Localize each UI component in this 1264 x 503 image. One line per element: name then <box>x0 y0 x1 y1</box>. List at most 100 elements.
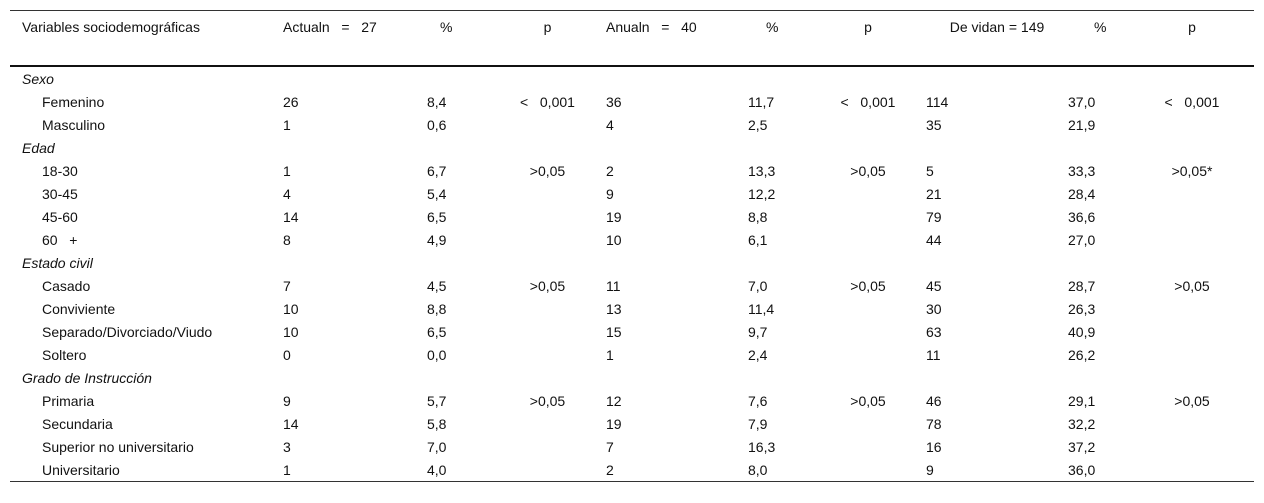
cell-devida-n: 78 <box>926 415 942 432</box>
cell-devida-p <box>1130 458 1254 482</box>
cell-actual-pct: 4,9 <box>427 231 447 248</box>
row-label: 60 + <box>42 231 78 248</box>
header-variables: Variables sociodemográficas <box>22 19 200 35</box>
cell-anual-pct: 2,5 <box>748 116 768 133</box>
header-p-actual: p <box>543 19 552 35</box>
sociodemographic-table: Variables sociodemográficas Actualn = 27… <box>10 10 1254 482</box>
cell-anual-p <box>810 251 926 274</box>
row-label: 18-30 <box>42 162 78 179</box>
cell-devida-n <box>926 366 1068 389</box>
cell-actual-n <box>283 66 427 90</box>
cell-anual-p <box>810 228 926 251</box>
cell-anual-n: 15 <box>606 323 622 340</box>
cell-anual-n: 7 <box>606 438 614 455</box>
row-label: 45-60 <box>42 208 78 225</box>
cell-actual-n: 8 <box>283 231 291 248</box>
cell-actual-p <box>489 412 606 435</box>
cell-anual-pct <box>748 136 810 159</box>
cell-devida-pct: 27,0 <box>1068 231 1096 248</box>
cell-actual-n <box>283 251 427 274</box>
cell-actual-p: < 0,001 <box>520 93 575 110</box>
header-actual: Actualn = 27 <box>283 19 377 35</box>
header-pct-anual: % <box>766 19 779 35</box>
cell-devida-p <box>1130 205 1254 228</box>
cell-anual-pct: 7,6 <box>748 392 768 409</box>
cell-devida-pct: 37,0 <box>1068 93 1096 110</box>
cell-anual-p <box>810 412 926 435</box>
table-row: Soltero 0 0,0 1 2,4 11 26,2 <box>10 343 1254 366</box>
cell-devida-n: 46 <box>926 392 942 409</box>
cell-anual-pct: 9,7 <box>748 323 768 340</box>
cell-devida-n: 16 <box>926 438 942 455</box>
cell-actual-n: 1 <box>283 162 291 179</box>
row-label: Primaria <box>42 392 95 409</box>
table-row: Superior no universitario 3 7,0 7 16,3 16 37,2 <box>10 435 1254 458</box>
cell-devida-n: 45 <box>926 277 942 294</box>
cell-anual-n <box>606 366 748 389</box>
group-label: Estado civil <box>22 254 93 271</box>
cell-anual-n: 19 <box>606 415 622 432</box>
cell-anual-p: >0,05 <box>850 392 886 409</box>
cell-actual-n: 10 <box>283 323 299 340</box>
cell-anual-p <box>810 136 926 159</box>
cell-devida-pct: 28,7 <box>1068 277 1096 294</box>
cell-devida-n: 63 <box>926 323 942 340</box>
cell-actual-p <box>489 113 606 136</box>
header-anual: Anualn = 40 <box>606 19 697 35</box>
cell-devida-n: 9 <box>926 461 934 478</box>
cell-anual-pct: 12,2 <box>748 185 776 202</box>
cell-actual-p <box>489 136 606 159</box>
cell-actual-n <box>283 366 427 389</box>
cell-anual-pct: 8,8 <box>748 208 768 225</box>
cell-anual-p <box>810 435 926 458</box>
cell-devida-p <box>1130 435 1254 458</box>
cell-actual-pct: 8,8 <box>427 300 447 317</box>
cell-devida-p: >0,05* <box>1171 162 1213 179</box>
cell-devida-pct: 36,6 <box>1068 208 1096 225</box>
cell-anual-p <box>810 458 926 482</box>
cell-devida-n: 30 <box>926 300 942 317</box>
cell-actual-n: 1 <box>283 461 291 478</box>
cell-actual-n: 1 <box>283 116 291 133</box>
cell-anual-p <box>810 66 926 90</box>
cell-actual-pct: 7,0 <box>427 438 447 455</box>
cell-devida-n: 35 <box>926 116 942 133</box>
cell-anual-p: >0,05 <box>850 277 886 294</box>
cell-devida-n: 5 <box>926 162 934 179</box>
cell-actual-pct <box>427 366 489 389</box>
cell-actual-pct: 6,5 <box>427 208 447 225</box>
row-label: Superior no universitario <box>42 438 194 455</box>
cell-devida-pct <box>1068 66 1130 90</box>
cell-anual-pct: 2,4 <box>748 346 768 363</box>
row-label: Casado <box>42 277 91 294</box>
table-row: 45-60 14 6,5 19 8,8 79 36,6 <box>10 205 1254 228</box>
cell-anual-n: 11 <box>606 277 621 294</box>
group-row: Sexo <box>10 66 1254 90</box>
row-label: Masculino <box>42 116 106 133</box>
row-label: 30-45 <box>42 185 78 202</box>
cell-anual-n <box>606 251 748 274</box>
cell-anual-pct: 8,0 <box>748 461 768 478</box>
cell-actual-p <box>489 251 606 274</box>
cell-devida-p <box>1130 113 1254 136</box>
cell-anual-pct: 11,7 <box>748 93 775 110</box>
cell-anual-pct <box>748 366 810 389</box>
cell-actual-pct: 0,6 <box>427 116 447 133</box>
cell-actual-pct: 4,5 <box>427 277 447 294</box>
cell-actual-pct: 8,4 <box>427 93 447 110</box>
group-row: Edad <box>10 136 1254 159</box>
cell-devida-p <box>1130 228 1254 251</box>
table-row: Casado 7 4,5 >0,05 11 7,0 >0,05 45 28,7 >0,05 <box>10 274 1254 297</box>
header-pct-actual: % <box>440 19 453 35</box>
cell-anual-n: 9 <box>606 185 614 202</box>
table-row: Conviviente 10 8,8 13 11,4 30 26,3 <box>10 297 1254 320</box>
cell-devida-pct: 28,4 <box>1068 185 1096 202</box>
group-label: Sexo <box>22 70 54 87</box>
row-label: Soltero <box>42 346 87 363</box>
cell-devida-p <box>1130 136 1254 159</box>
cell-anual-pct <box>748 66 810 90</box>
cell-actual-pct: 0,0 <box>427 346 447 363</box>
cell-devida-n: 79 <box>926 208 942 225</box>
cell-actual-pct: 5,7 <box>427 392 447 409</box>
cell-devida-pct: 33,3 <box>1068 162 1096 179</box>
